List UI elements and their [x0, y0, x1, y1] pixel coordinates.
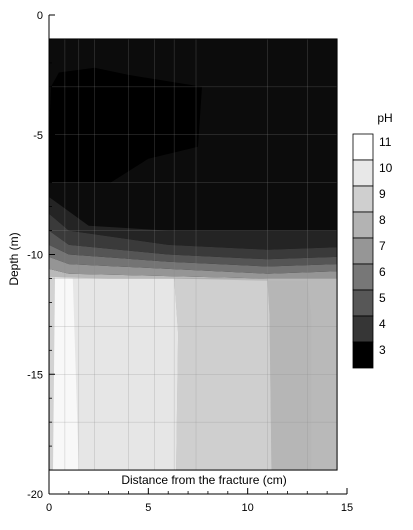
legend: pH 11 10 9 8 7 6 5 4 3: [352, 111, 393, 369]
legend-label: 7: [379, 239, 386, 253]
y-axis-label: Depth (m): [7, 232, 21, 285]
legend-label: 5: [379, 291, 386, 305]
legend-swatch-11: [352, 133, 374, 161]
legend-swatch-3: [352, 341, 374, 369]
legend-swatch-5: [352, 289, 374, 317]
legend-label: 10: [379, 161, 393, 175]
contour-zone-ph-8: [267, 280, 312, 470]
contour-zone-ph-10: [51, 277, 179, 470]
contour-zone-ph-4: [49, 197, 338, 250]
plot-area: [49, 38, 338, 471]
contour-zone-ph-6: [49, 230, 338, 267]
contour-zone-ph-3: [49, 67, 202, 183]
y-tick-label: -20: [27, 489, 43, 501]
y-tick-label: -10: [27, 250, 43, 262]
legend-label: 4: [379, 317, 386, 331]
legend-swatch-10: [352, 159, 374, 187]
legend-swatch-7: [352, 237, 374, 265]
legend-label: 8: [379, 213, 386, 227]
x-tick-label: 15: [341, 502, 353, 514]
legend-label: 3: [379, 343, 386, 357]
legend-label: 11: [379, 135, 392, 149]
contour-zone-ph-8: [49, 256, 338, 279]
x-tick-label: 5: [145, 502, 151, 514]
y-tick-label: -5: [33, 130, 43, 142]
contour-zone-ph-5: [49, 213, 338, 260]
legend-swatch-4: [352, 315, 374, 343]
x-tick-label: 10: [242, 502, 254, 514]
legend-swatch-9: [352, 185, 374, 213]
contour-zone-ph-7: [49, 244, 338, 274]
legend-swatch-8: [352, 211, 374, 239]
legend-title: pH: [377, 111, 392, 125]
y-tick-label: 0: [37, 10, 43, 22]
legend-label: 6: [379, 265, 386, 279]
legend-swatch-6: [352, 263, 374, 291]
contour-zone-ph-11: [51, 277, 79, 470]
x-axis-label: Distance from the fracture (cm): [121, 473, 286, 487]
contour-zone-ph-9: [174, 278, 272, 470]
legend-label: 9: [379, 187, 386, 201]
axes: 0 5 10 15 0 -5 -10 -15 -20: [27, 10, 353, 514]
grid-lines: [48, 38, 338, 471]
contour-field: [49, 38, 338, 471]
x-tick-label: 0: [46, 502, 52, 514]
y-tick-label: -15: [27, 369, 43, 381]
